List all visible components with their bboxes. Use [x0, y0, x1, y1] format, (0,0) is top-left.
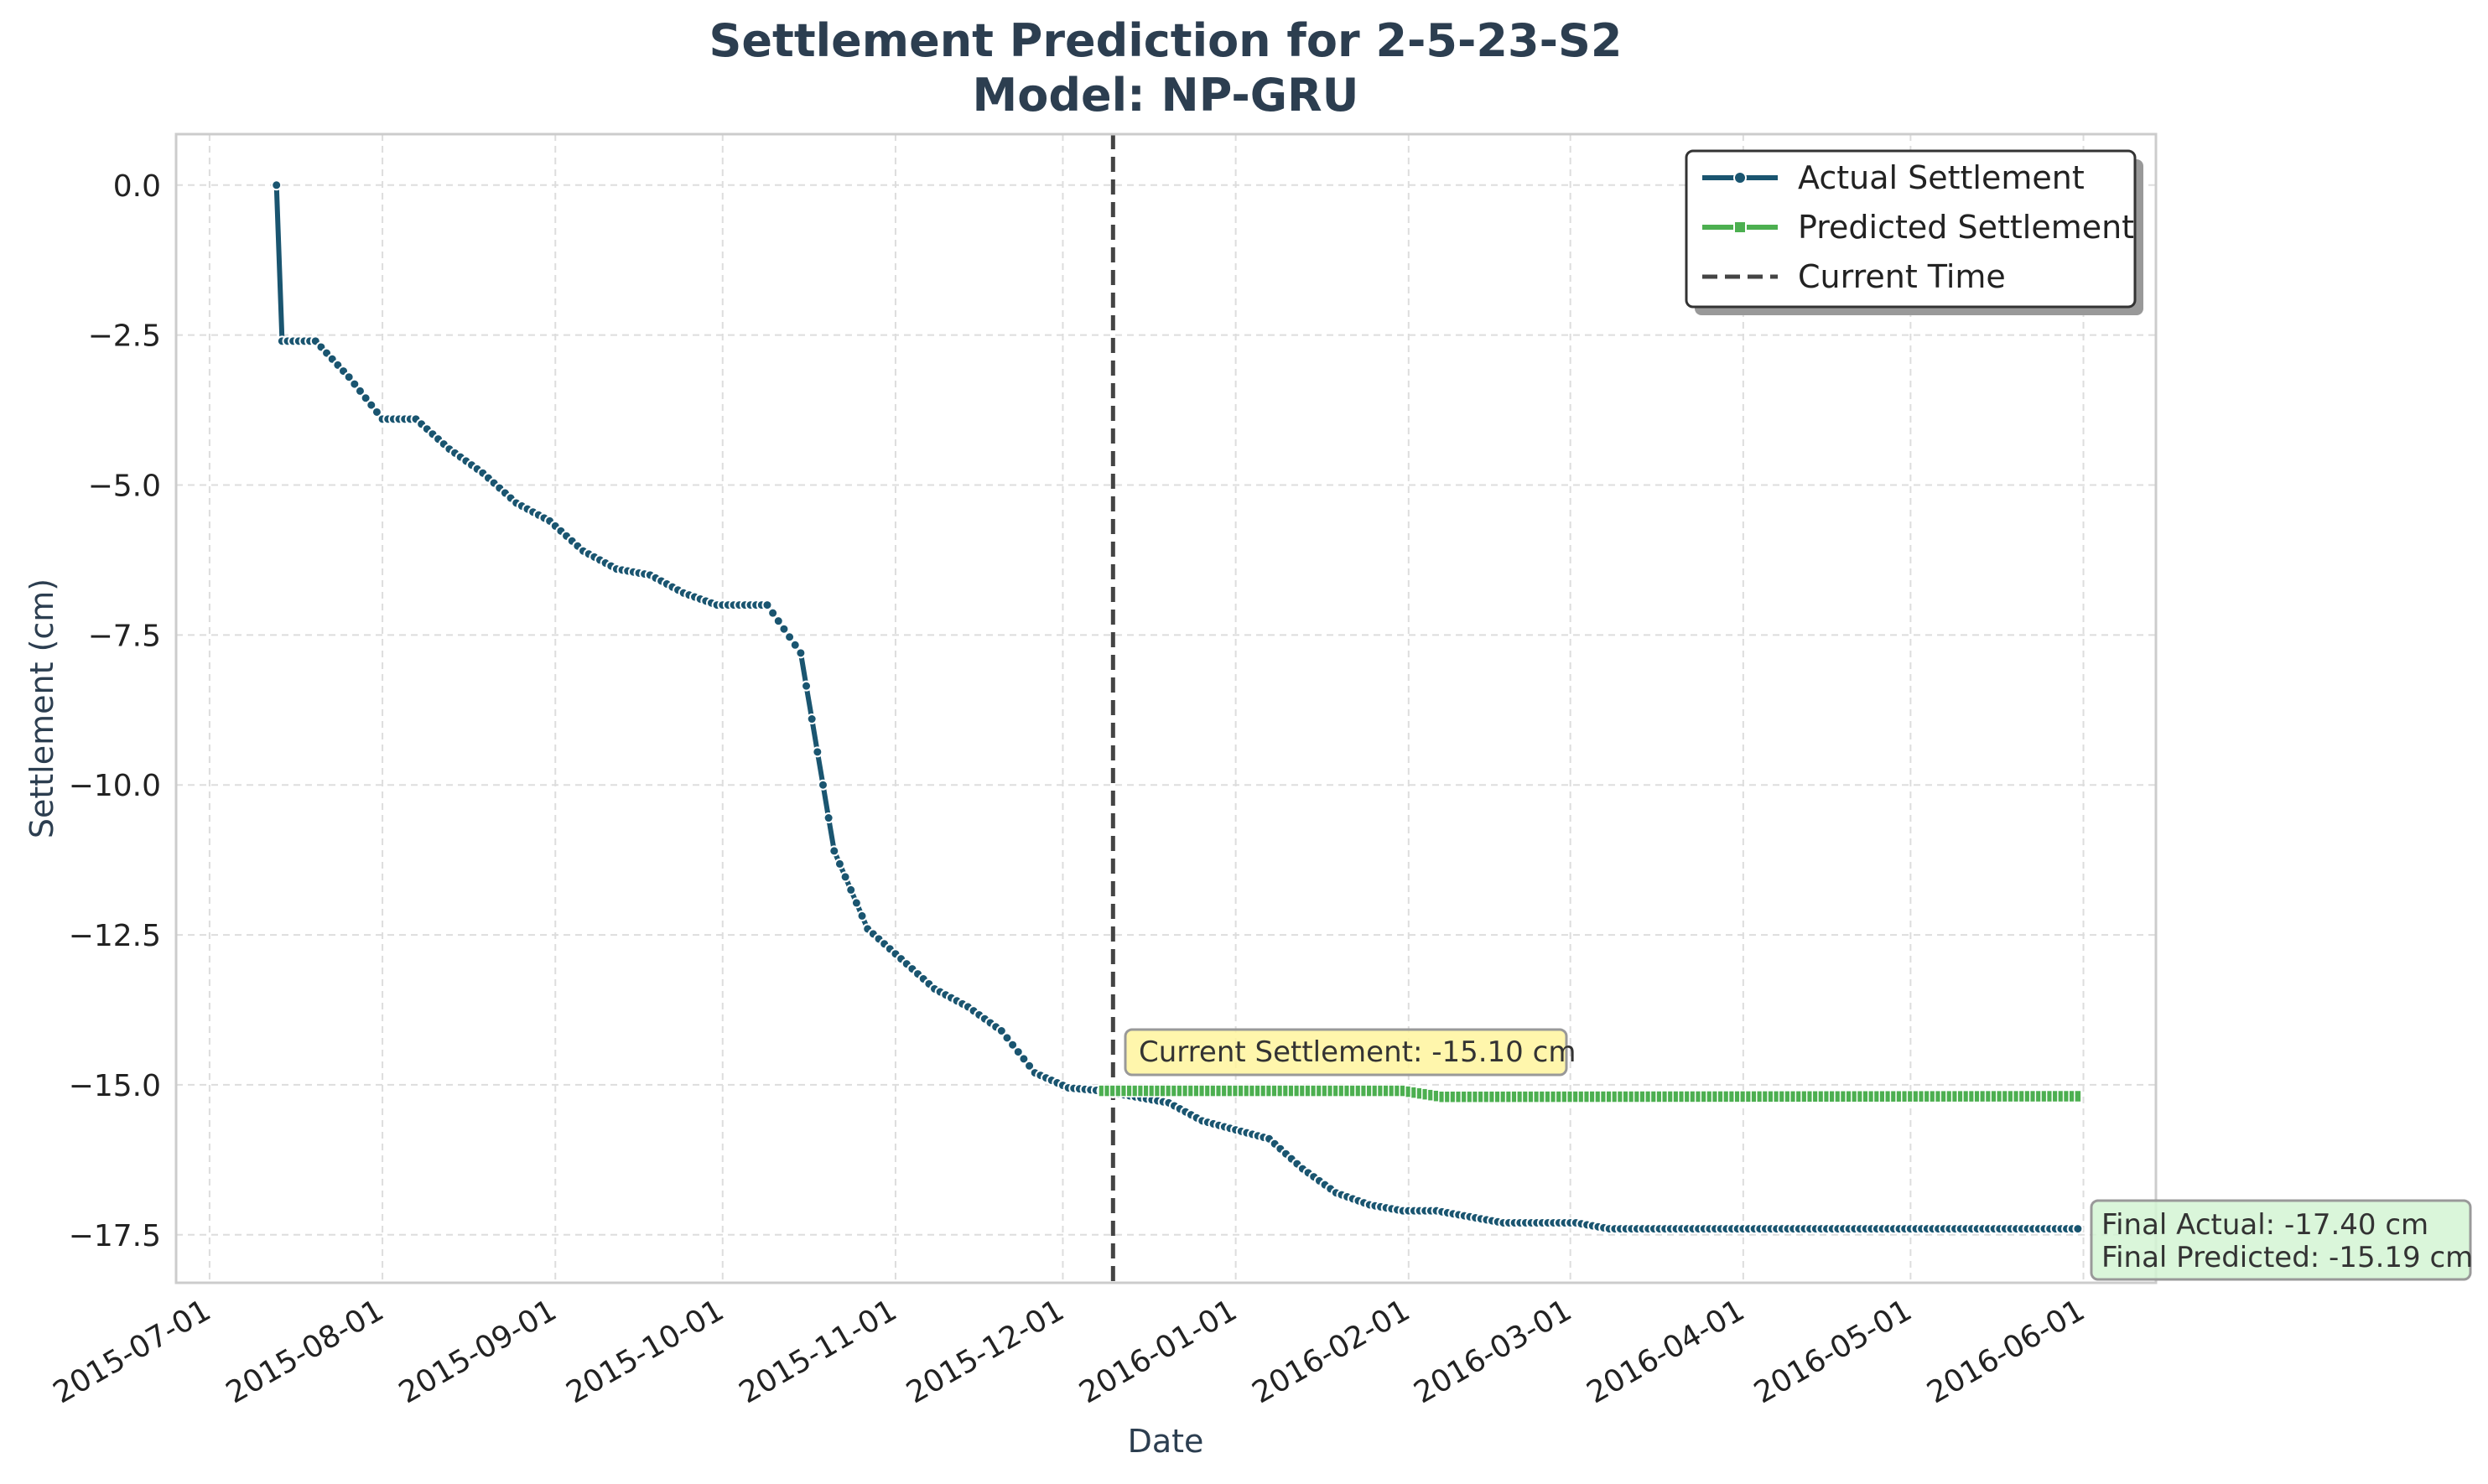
- x-tick-label: 2015-10-01: [561, 1293, 730, 1410]
- data-point-actual: [795, 647, 807, 659]
- data-point-actual: [271, 179, 283, 191]
- legend: Actual Settlement Predicted Settlement C…: [1685, 149, 2143, 315]
- y-tick-labels: 0.0 −2.5 −5.0 −7.5 −10.0 −12.5 −15.0 −17.5: [69, 169, 161, 1253]
- x-tick-label: 2016-04-01: [1582, 1293, 1751, 1410]
- data-point-actual: [839, 871, 851, 883]
- x-tick-label: 2015-08-01: [221, 1293, 390, 1410]
- data-point-actual: [366, 399, 377, 411]
- y-axis-label: Settlement (cm): [23, 579, 60, 838]
- data-point-actual: [784, 631, 796, 643]
- data-point-actual: [343, 371, 355, 383]
- data-point-actual: [850, 897, 862, 909]
- series-predicted: [1098, 1084, 2082, 1103]
- legend-marker-actual: [1733, 171, 1747, 184]
- x-tick-labels: 2015-07-01 2015-08-01 2015-09-012015-10-01…: [48, 1293, 2091, 1410]
- x-tick-label: 2016-06-01: [1921, 1293, 2091, 1410]
- data-point-actual: [845, 884, 857, 895]
- final-predicted-label: Final Predicted: -15.19 cm: [2101, 1241, 2473, 1274]
- x-tick-label: 2015-07-01: [48, 1293, 217, 1410]
- data-point-actual: [772, 615, 784, 627]
- x-tick-label: 2015-11-01: [734, 1293, 903, 1410]
- legend-entry-predicted: Predicted Settlement: [1702, 209, 2134, 246]
- current-settlement-label: Current Settlement: -15.10 cm: [1139, 1035, 1576, 1069]
- y-tick-label: −5.0: [88, 470, 161, 504]
- data-point-actual: [349, 378, 361, 390]
- y-tick-label: −10.0: [69, 769, 161, 803]
- data-point-actual: [354, 385, 366, 397]
- legend-label-current: Current Time: [1798, 258, 2006, 295]
- chart-subtitle: Model: NP-GRU: [972, 69, 1358, 122]
- data-point-actual: [360, 392, 371, 404]
- data-point-actual: [995, 1025, 1007, 1037]
- legend-entry-actual: Actual Settlement: [1702, 159, 2085, 196]
- x-tick-label: 2016-03-01: [1408, 1293, 1577, 1410]
- data-point-actual: [789, 639, 801, 651]
- y-tick-label: −12.5: [69, 919, 161, 953]
- y-tick-label: −2.5: [88, 319, 161, 354]
- data-point-actual: [817, 779, 828, 791]
- data-point-actual: [856, 910, 868, 921]
- x-tick-label: 2015-12-01: [901, 1293, 1070, 1410]
- y-tick-label: 0.0: [113, 169, 161, 204]
- data-point-actual: [2072, 1223, 2084, 1235]
- data-point-actual: [778, 623, 790, 635]
- final-values-box: [2090, 1199, 2472, 1281]
- current-settlement-annotation: Current Settlement: -15.10 cm: [1124, 1028, 1576, 1077]
- y-tick-label: −17.5: [69, 1219, 161, 1253]
- data-point-actual: [767, 607, 779, 619]
- data-point-actual: [761, 599, 773, 611]
- data-point-actual: [371, 406, 382, 418]
- data-point-actual: [801, 680, 813, 692]
- legend-label-predicted: Predicted Settlement: [1798, 209, 2134, 246]
- plot-frame: [174, 132, 2158, 1284]
- x-tick-label: 2015-09-01: [393, 1293, 563, 1410]
- final-values-annotation: Final Actual: -17.40 cm Final Predicted:…: [2090, 1199, 2473, 1281]
- data-point-actual: [828, 845, 840, 857]
- data-point-predicted: [2074, 1089, 2082, 1103]
- legend-marker-predicted: [1733, 221, 1747, 234]
- data-point-actual: [812, 746, 823, 758]
- data-point-actual: [1024, 1060, 1036, 1071]
- x-axis-label: Date: [1128, 1423, 1204, 1460]
- series-layer: [271, 179, 2084, 1235]
- y-tick-label: −7.5: [88, 619, 161, 653]
- data-point-actual: [834, 858, 845, 869]
- data-point-actual: [1018, 1053, 1030, 1065]
- x-tick-label: 2016-01-01: [1073, 1293, 1243, 1410]
- legend-entry-current: Current Time: [1702, 258, 2006, 295]
- chart-title: Settlement Prediction for 2-5-23-S2: [709, 14, 1623, 67]
- y-tick-label: −15.0: [69, 1069, 161, 1103]
- data-point-actual: [1007, 1039, 1019, 1051]
- final-actual-label: Final Actual: -17.40 cm: [2101, 1208, 2428, 1242]
- data-point-actual: [823, 812, 834, 824]
- data-point-actual: [1012, 1046, 1024, 1058]
- series-actual: [271, 179, 2084, 1235]
- data-point-actual: [806, 713, 818, 725]
- legend-box: [1685, 149, 2137, 309]
- legend-label-actual: Actual Settlement: [1798, 159, 2085, 196]
- x-tick-label: 2016-05-01: [1748, 1293, 1918, 1410]
- data-point-actual: [1001, 1032, 1013, 1044]
- current-settlement-box: [1124, 1028, 1568, 1077]
- x-tick-label: 2016-02-01: [1247, 1293, 1416, 1410]
